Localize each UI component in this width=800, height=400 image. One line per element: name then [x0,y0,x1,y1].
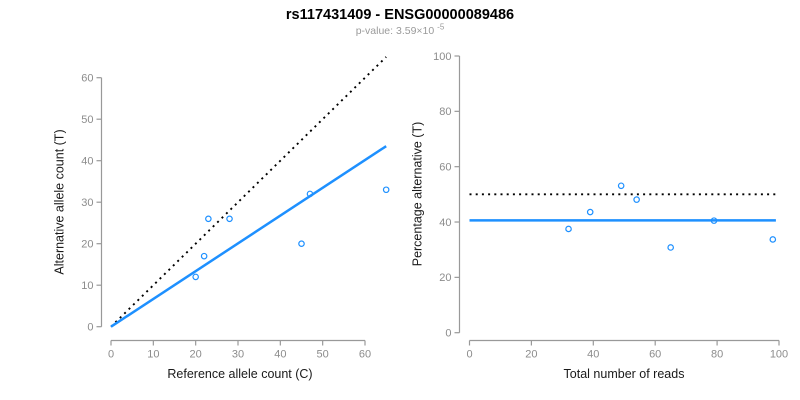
data-point [565,225,572,233]
x-tick-label: 30 [232,349,244,361]
data-point [192,273,199,281]
data-point [586,208,594,216]
figure-title: rs117431409 - ENSG00000089486 [286,7,514,23]
data-point [306,190,314,198]
y-tick-label: 50 [81,114,93,126]
x-tick-label: 50 [317,349,329,361]
pvalue-text: p-value: 3.59×10 [356,25,435,37]
y-axis-title: Alternative allele count (T) [53,129,67,274]
pvalue-subtitle: p-value: 3.59×10 -5 [356,23,445,38]
data-point [382,186,390,194]
y-tick-label: 20 [439,272,451,284]
x-tick-label: 0 [466,349,472,361]
pvalue-exponent: -5 [437,23,445,32]
data-point [769,236,777,243]
x-axis-title: Total number of reads [564,367,685,381]
x-tick-label: 80 [711,349,723,361]
data-point [200,252,208,260]
x-tick-label: 20 [525,349,537,361]
regression-line [110,145,387,328]
data-point [710,217,718,224]
y-tick-label: 40 [439,217,451,229]
x-tick-label: 100 [770,349,788,361]
y-tick-label: 30 [81,197,93,209]
data-point [298,240,305,248]
y-tick-label: 40 [81,156,93,168]
y-axis-title: Percentage alternative (T) [411,122,425,267]
x-tick-label: 40 [274,349,286,361]
x-tick-label: 10 [147,349,159,361]
y-tick-label: 0 [87,322,93,334]
x-tick-label: 20 [190,349,202,361]
data-point [617,182,625,190]
x-tick-label: 60 [359,349,371,361]
x-tick-label: 40 [587,349,599,361]
y-tick-label: 10 [81,280,93,292]
identity-line [110,56,387,328]
x-tick-label: 0 [108,349,114,361]
data-point [633,196,640,203]
y-tick-label: 100 [433,51,451,63]
y-tick-label: 80 [439,106,451,118]
panel-allele-counts: 0 10 20 30 40 50 60 0 10 20 30 40 50 60 Reference alle… [53,56,390,381]
x-axis-title: Reference allele count (C) [167,367,312,381]
data-point [226,215,233,223]
y-tick-label: 20 [81,239,93,251]
y-tick-label: 0 [445,328,451,340]
y-tick-label: 60 [439,161,451,173]
data-point [205,215,212,223]
x-tick-label: 60 [649,349,661,361]
panel-percentage-vs-reads: 0 20 40 60 80 100 0 20 40 60 80 100 Total number of … [411,51,789,381]
y-tick-label: 60 [81,73,93,85]
data-point [667,244,674,251]
